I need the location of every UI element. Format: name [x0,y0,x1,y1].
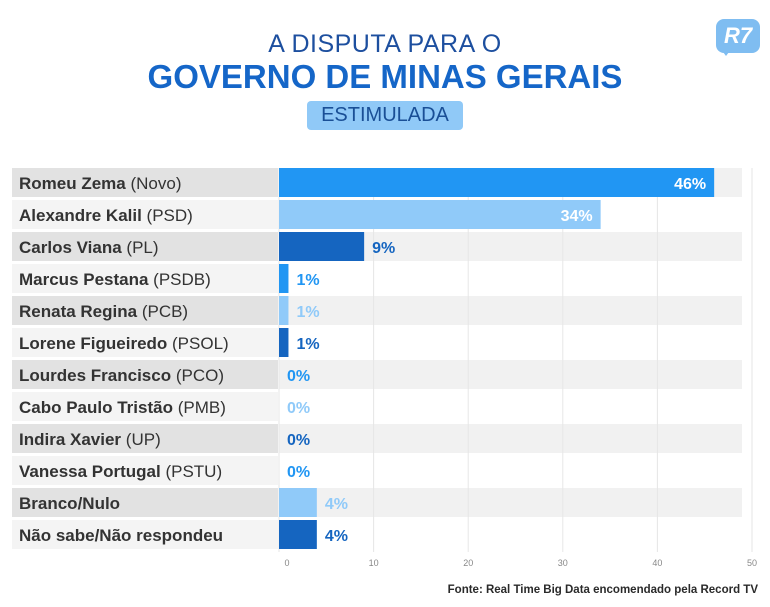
label-bg-0 [12,168,278,197]
candidate-label-2: Carlos Viana (PL) [19,238,159,257]
x-tick-label: 40 [652,558,662,568]
x-axis-ticks: 0 10 20 30 40 50 [284,558,757,568]
value-label-5: 1% [296,336,319,353]
bar-4 [279,296,289,325]
candidate-label-8: Indira Xavier (UP) [19,430,161,449]
candidate-label-0: Romeu Zema (Novo) [19,174,181,193]
value-label-4: 1% [296,304,319,321]
candidate-name: Não sabe/Não respondeu [19,526,223,545]
plot-row-bg-5 [279,328,742,357]
label-bg-7 [12,392,278,421]
candidate-name: Renata Regina [19,302,138,321]
candidate-label-6: Lourdes Francisco (PCO) [19,366,224,385]
x-tick-label: 50 [747,558,757,568]
candidate-party: (PSTU) [161,462,222,481]
candidate-party: (Novo) [126,174,182,193]
label-bg-6 [12,360,278,389]
candidate-label-3: Marcus Pestana (PSDB) [19,270,211,289]
bar-0 [279,168,715,197]
candidate-name: Vanessa Portugal [19,462,161,481]
candidate-party: (PL) [122,238,159,257]
candidate-name: Lorene Figueiredo [19,334,167,353]
value-label-1: 34% [561,208,593,225]
label-bg-8 [12,424,278,453]
candidate-party: (PCO) [171,366,224,385]
plot-row-bg-3 [279,264,742,293]
candidate-labels: Romeu Zema (Novo) Alexandre Kalil (PSD) Ca… [19,174,229,545]
bar-1 [279,200,601,229]
candidate-label-10: Branco/Nulo [19,494,120,513]
value-label-0: 46% [674,176,706,193]
title-line-2: GOVERNO DE MINAS GERAIS [147,58,623,95]
logo-speech-tail [720,48,732,56]
x-tick-label: 0 [284,558,289,568]
label-bg-10 [12,488,278,517]
value-label-11: 4% [325,528,348,545]
bar-3 [279,264,289,293]
label-bg-11 [12,520,278,549]
bar-5 [279,328,289,357]
scenario-badge: ESTIMULADA [307,101,463,130]
bars [279,168,715,549]
candidate-party: (PSOL) [167,334,228,353]
candidate-name: Romeu Zema [19,174,126,193]
candidate-label-11: Não sabe/Não respondeu [19,526,223,545]
label-bg-9 [12,456,278,485]
poll-bar-chart: Romeu Zema (Novo) Alexandre Kalil (PSD) Ca… [12,168,757,568]
value-label-9: 0% [287,464,310,481]
plot-row-bg-11 [279,520,742,549]
candidate-name: Alexandre Kalil [19,206,142,225]
r7-logo: R7 [716,19,760,53]
label-bg-5 [12,328,278,357]
label-bg-2 [12,232,278,261]
candidate-name: Lourdes Francisco [19,366,171,385]
source-note: Fonte: Real Time Big Data encomendado pe… [447,584,758,596]
candidate-party: (PMB) [173,398,226,417]
plot-row-bg-6 [279,360,742,389]
bar-11 [279,520,317,549]
plot-row-bg-4 [279,296,742,325]
x-tick-label: 10 [369,558,379,568]
candidate-label-7: Cabo Paulo Tristão (PMB) [19,398,226,417]
plot-row-bg-10 [279,488,742,517]
candidate-party: (PSD) [142,206,193,225]
value-label-10: 4% [325,496,348,513]
value-label-3: 1% [296,272,319,289]
candidate-name: Carlos Viana [19,238,122,257]
candidate-name: Marcus Pestana [19,270,149,289]
x-tick-label: 30 [558,558,568,568]
bar-2 [279,232,365,261]
label-bg-1 [12,200,278,229]
plot-row-bg-7 [279,392,742,421]
candidate-label-4: Renata Regina (PCB) [19,302,188,321]
candidate-label-9: Vanessa Portugal (PSTU) [19,462,222,481]
value-label-6: 0% [287,368,310,385]
value-label-2: 9% [372,240,395,257]
candidate-name: Indira Xavier [19,430,121,449]
value-label-7: 0% [287,400,310,417]
candidate-party: (PCB) [137,302,188,321]
value-labels: 46% 34% 9% 1% 1% 1% 0% 0% 0% 0% 4% 4% [287,176,706,545]
bar-10 [279,488,317,517]
candidate-name: Cabo Paulo Tristão [19,398,173,417]
label-bg-3 [12,264,278,293]
value-label-8: 0% [287,432,310,449]
candidate-party: (UP) [121,430,161,449]
x-tick-label: 20 [463,558,473,568]
candidate-name: Branco/Nulo [19,494,120,513]
plot-row-bg-8 [279,424,742,453]
candidate-label-5: Lorene Figueiredo (PSOL) [19,334,229,353]
plot-row-bg-9 [279,456,742,485]
candidate-label-1: Alexandre Kalil (PSD) [19,206,193,225]
label-bg-4 [12,296,278,325]
candidate-party: (PSDB) [148,270,210,289]
title-line-1: A DISPUTA PARA O [268,30,502,58]
